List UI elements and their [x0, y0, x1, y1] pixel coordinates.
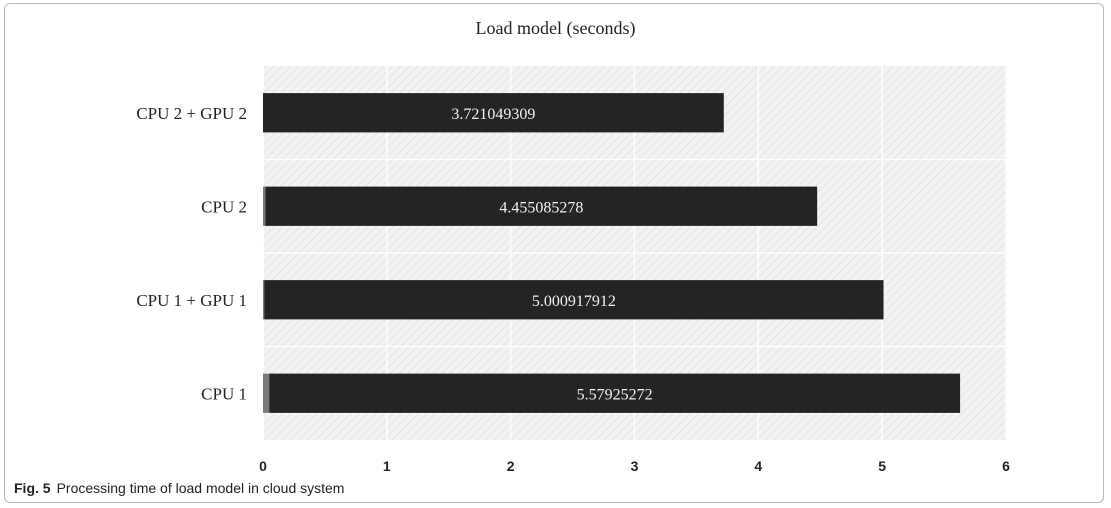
x-tick-label: 3 — [631, 458, 639, 474]
bar — [269, 373, 961, 413]
bar — [263, 93, 724, 133]
caption-text: Processing time of load model in cloud s… — [56, 480, 345, 496]
category-label: CPU 2 + GPU 2 — [136, 104, 247, 123]
bar — [264, 280, 884, 320]
category-label: CPU 1 + GPU 1 — [136, 291, 247, 310]
bar-segment-minor — [263, 280, 265, 320]
figure-caption: Fig. 5 Processing time of load model in c… — [14, 480, 344, 496]
bar-segment-minor — [263, 373, 270, 413]
x-tick-label: 6 — [1002, 458, 1010, 474]
data-label: 5.57925272 — [577, 386, 653, 403]
x-tick-label: 0 — [259, 458, 267, 474]
figure-frame — [4, 3, 1104, 503]
x-tick-label: 4 — [754, 458, 762, 474]
data-label: 5.000917912 — [532, 293, 616, 310]
chart-title: Load model (seconds) — [475, 18, 636, 38]
data-label: 3.721049309 — [451, 106, 535, 123]
category-label: CPU 1 — [201, 384, 247, 403]
x-tick-label: 1 — [383, 458, 391, 474]
bar — [265, 186, 818, 226]
x-tick-label: 5 — [878, 458, 886, 474]
category-label: CPU 2 — [201, 197, 247, 216]
bar-segment-minor — [263, 186, 266, 226]
x-tick-label: 2 — [507, 458, 515, 474]
data-label: 4.455085278 — [499, 199, 583, 216]
figure-label: Fig. 5 — [14, 480, 51, 496]
